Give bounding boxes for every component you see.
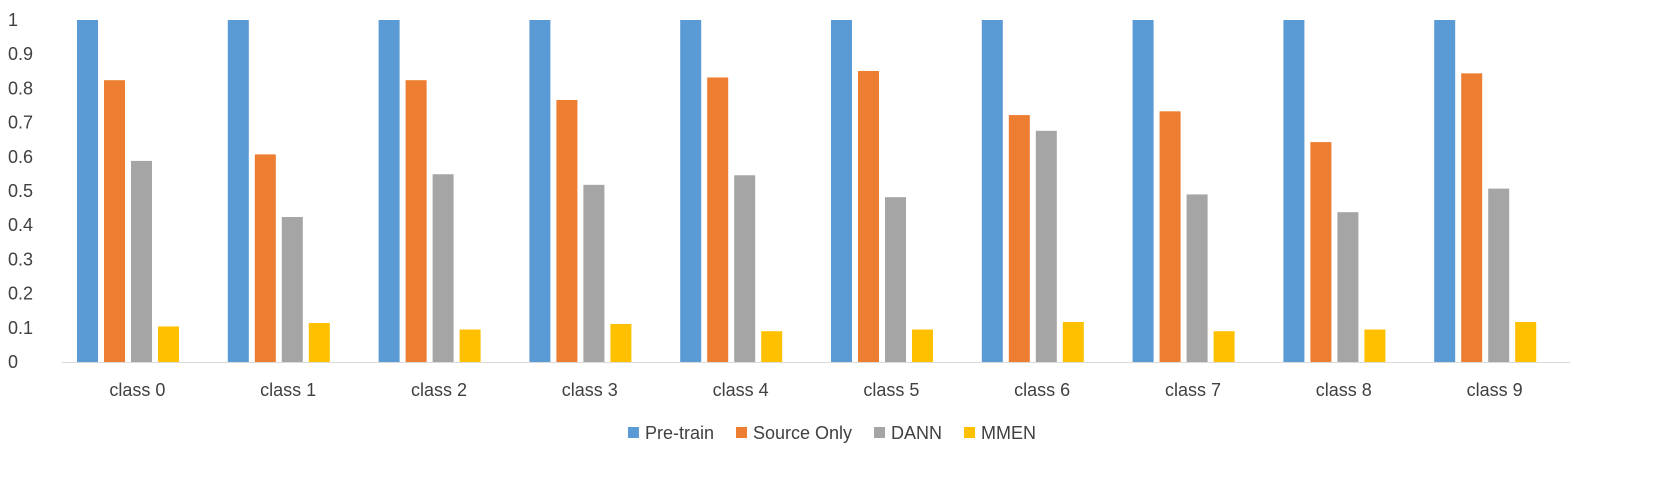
bar-mmen-class-6 xyxy=(1062,321,1084,362)
bar-mmen-class-3 xyxy=(610,324,632,362)
legend-label: Pre-train xyxy=(645,423,714,443)
bar-source-only-class-0 xyxy=(104,80,125,362)
bar-pre-train-class-8 xyxy=(1283,20,1305,362)
bar-pre-train-class-3 xyxy=(529,20,551,362)
x-tick-label: class 1 xyxy=(260,380,316,400)
bar-pre-train-class-4 xyxy=(680,20,702,362)
bar-dann-class-4 xyxy=(734,175,756,362)
y-tick-label: 0.8 xyxy=(8,78,33,98)
bar-mmen-class-9 xyxy=(1515,321,1537,362)
x-tick-label: class 5 xyxy=(863,380,919,400)
x-tick-label: class 8 xyxy=(1316,380,1372,400)
bar-mmen-class-7 xyxy=(1213,331,1235,362)
y-tick-label: 0.7 xyxy=(8,113,33,133)
x-tick-label: class 3 xyxy=(562,380,618,400)
bar-source-only-class-7 xyxy=(1159,111,1181,363)
legend-swatch-source-only xyxy=(735,427,747,438)
bar-mmen-class-2 xyxy=(459,329,481,362)
bar-dann-class-5 xyxy=(885,197,906,362)
legend-label: Source Only xyxy=(753,423,852,443)
bar-series-group xyxy=(77,20,1537,363)
x-tick-label: class 6 xyxy=(1014,380,1070,400)
legend-swatch-mmen xyxy=(964,427,976,438)
legend: Pre-train Source Only DANN MMEN xyxy=(627,423,1036,443)
bar-source-only-class-4 xyxy=(707,77,729,363)
y-tick-label: 0.6 xyxy=(8,147,33,167)
y-tick-label: 0.5 xyxy=(8,181,33,201)
bar-dann-class-3 xyxy=(583,184,605,362)
bar-source-only-class-8 xyxy=(1310,142,1332,362)
bar-mmen-class-4 xyxy=(761,331,783,362)
x-tick-label: class 2 xyxy=(411,380,467,400)
y-tick-label: 0.1 xyxy=(8,318,33,338)
x-tick-label: class 9 xyxy=(1467,380,1523,400)
bar-pre-train-class-5 xyxy=(831,20,852,362)
bar-mmen-class-8 xyxy=(1364,329,1386,362)
x-tick-label: class 4 xyxy=(713,380,769,400)
legend-label: DANN xyxy=(891,423,942,443)
bar-dann-class-2 xyxy=(432,174,454,362)
y-tick-label: 0 xyxy=(8,352,18,372)
bar-dann-class-8 xyxy=(1337,212,1359,362)
bar-dann-class-6 xyxy=(1035,130,1057,362)
bar-source-only-class-1 xyxy=(254,154,276,362)
bar-dann-class-7 xyxy=(1186,194,1208,362)
bar-source-only-class-5 xyxy=(858,70,879,362)
x-axis-tick-labels: class 0 class 1 class 2 class 3 class 4 class… xyxy=(109,380,1522,400)
y-tick-label: 0.4 xyxy=(8,215,33,235)
legend-label: MMEN xyxy=(981,423,1036,443)
y-tick-label: 0.9 xyxy=(8,44,33,64)
x-tick-label: class 7 xyxy=(1165,380,1221,400)
legend-swatch-pre-train xyxy=(627,427,639,438)
bar-dann-class-1 xyxy=(281,216,303,362)
bar-dann-class-9 xyxy=(1488,188,1510,362)
bar-mmen-class-1 xyxy=(308,323,330,362)
bar-pre-train-class-7 xyxy=(1132,20,1154,362)
x-tick-label: class 0 xyxy=(109,380,165,400)
bar-pre-train-class-6 xyxy=(981,20,1003,362)
y-axis-tick-labels: 0 0.1 0.2 0.3 0.4 0.5 0.6 0.7 0.8 0.9 1 xyxy=(8,10,33,372)
bar-pre-train-class-0 xyxy=(77,20,98,362)
bar-pre-train-class-1 xyxy=(227,20,249,362)
bar-pre-train-class-9 xyxy=(1434,20,1456,362)
bar-pre-train-class-2 xyxy=(378,20,400,362)
bar-mmen-class-5 xyxy=(912,329,933,362)
legend-swatch-dann xyxy=(874,427,886,438)
y-tick-label: 1 xyxy=(8,10,18,30)
bar-source-only-class-9 xyxy=(1461,73,1483,363)
bar-mmen-class-0 xyxy=(158,326,179,362)
bar-source-only-class-3 xyxy=(556,100,578,362)
bar-source-only-class-2 xyxy=(405,80,427,362)
y-tick-label: 0.3 xyxy=(8,249,33,269)
y-tick-label: 0.2 xyxy=(8,284,33,304)
bar-dann-class-0 xyxy=(131,160,152,362)
bar-source-only-class-6 xyxy=(1008,115,1030,363)
